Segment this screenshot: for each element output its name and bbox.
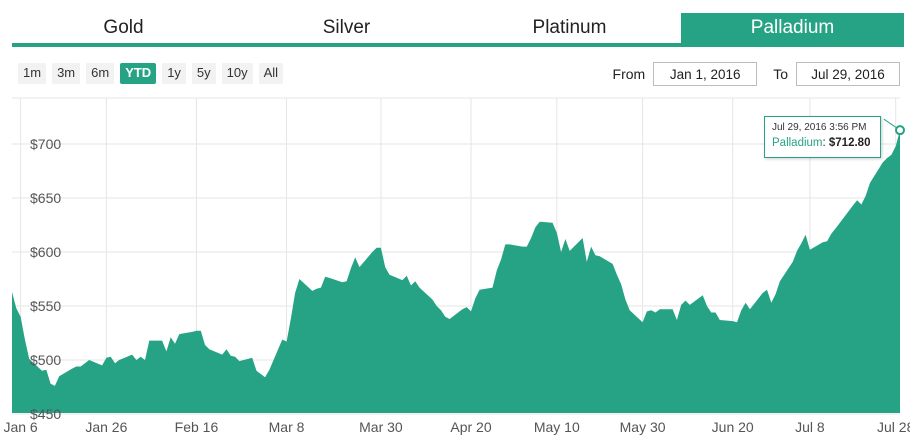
x-tick-label: Jul 28 bbox=[877, 419, 910, 435]
tab-gold[interactable]: Gold bbox=[103, 17, 144, 38]
range-button-5y[interactable]: 5y bbox=[191, 63, 216, 84]
tab-silver[interactable]: Silver bbox=[322, 17, 371, 38]
y-tick-label: $650 bbox=[30, 190, 61, 206]
x-tick-label: Mar 8 bbox=[269, 419, 305, 435]
x-tick-label: Jul 8 bbox=[795, 419, 825, 435]
from-date-input[interactable] bbox=[653, 62, 758, 86]
to-date-input[interactable] bbox=[796, 62, 900, 86]
x-tick-label: Apr 20 bbox=[450, 419, 491, 435]
hover-point bbox=[895, 125, 905, 136]
y-axis: $450 $500 $550 $600 $650 $700 bbox=[30, 136, 61, 422]
tab-platinum[interactable]: Platinum bbox=[532, 17, 607, 38]
y-tick-label: $500 bbox=[30, 352, 61, 368]
x-axis: Jan 6 Jan 26 Feb 16 Mar 8 Mar 30 Apr 20 May 10… bbox=[3, 419, 910, 435]
to-label: To bbox=[773, 66, 788, 82]
x-tick-label: Jan 6 bbox=[3, 419, 37, 435]
metal-tabs: Gold Silver Platinum Palladium bbox=[12, 13, 904, 47]
x-tick-label: Jan 26 bbox=[85, 419, 127, 435]
y-tick-label: $700 bbox=[30, 136, 61, 152]
tooltip-colon: : bbox=[822, 137, 829, 149]
palladium-area bbox=[12, 130, 900, 413]
range-button-6m[interactable]: 6m bbox=[86, 63, 115, 84]
tooltip-line: Palladium: $712.80 bbox=[772, 137, 873, 149]
tab-palladium[interactable]: Palladium bbox=[681, 13, 904, 43]
range-button-ytd[interactable]: YTD bbox=[120, 63, 157, 84]
tooltip-date: Jul 29, 2016 3:56 PM bbox=[772, 122, 867, 133]
tooltip-value: $712.80 bbox=[828, 137, 871, 149]
x-tick-label: Feb 16 bbox=[175, 419, 219, 435]
range-button-10y[interactable]: 10y bbox=[221, 63, 253, 84]
hover-marker bbox=[883, 118, 905, 136]
x-tick-label: Jun 20 bbox=[712, 419, 754, 435]
tooltip-series: Palladium bbox=[772, 137, 823, 149]
range-button-1y[interactable]: 1y bbox=[162, 63, 186, 84]
range-button-all[interactable]: All bbox=[258, 63, 284, 84]
x-tick-label: May 10 bbox=[534, 419, 580, 435]
date-range-inputs: From To bbox=[613, 62, 900, 86]
y-tick-label: $600 bbox=[30, 244, 61, 260]
from-label: From bbox=[612, 66, 646, 82]
y-tick-label: $450 bbox=[30, 406, 61, 422]
y-tick-label: $550 bbox=[30, 298, 61, 314]
x-tick-label: May 30 bbox=[620, 419, 666, 435]
range-button-1m[interactable]: 1m bbox=[18, 63, 47, 84]
range-button-3m[interactable]: 3m bbox=[52, 63, 81, 84]
price-tooltip: Jul 29, 2016 3:56 PM Palladium: $712.80 bbox=[764, 116, 881, 158]
range-selector: 1m 3m 6m YTD 1y 5y 10y All bbox=[18, 63, 284, 84]
x-tick-label: Mar 30 bbox=[359, 419, 403, 435]
